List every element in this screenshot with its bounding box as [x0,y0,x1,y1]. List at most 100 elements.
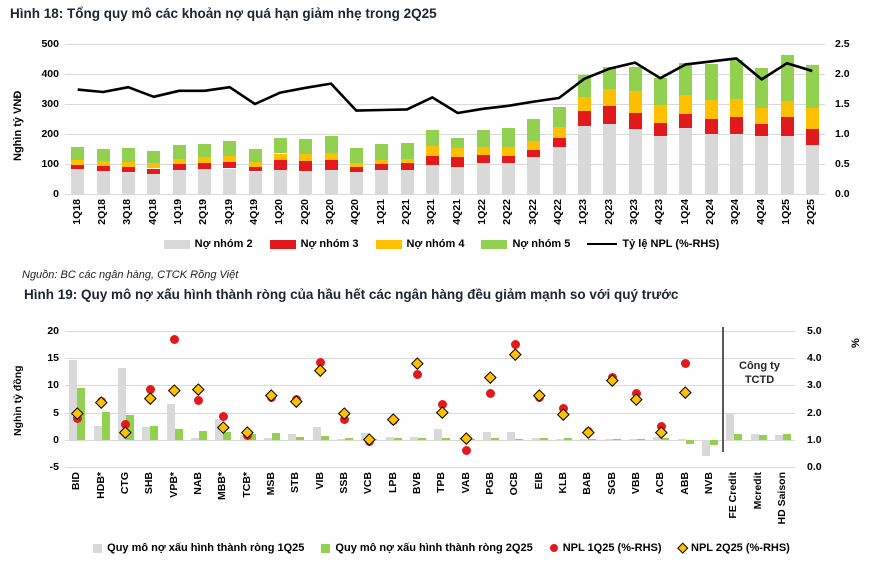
bar-segment [349,148,363,164]
bar-segment [273,170,287,194]
bar-segment [375,143,389,160]
bar-1q25 [653,437,662,440]
bar-1q25 [677,439,686,441]
bar-segment [425,164,439,194]
bar-segment [577,125,591,194]
npl-circle-marker [170,334,179,344]
bar-segment [400,163,414,170]
bar-segment [197,163,211,170]
npl-diamond-marker [679,385,692,398]
bar-1q25 [288,434,297,440]
bar-segment [628,113,642,129]
legend-swatch [481,239,508,249]
bar-segment [603,106,617,125]
x-category-label: 1Q18 [70,199,83,225]
bar-segment [603,124,617,194]
legend-swatch [269,239,296,249]
x-category-label: 1Q19 [172,199,184,225]
bar-2q25 [490,438,499,440]
x-category-label: 4Q23 [653,199,666,225]
x-category-label: BID [70,472,83,491]
bar-1q25 [336,438,345,440]
bar-2q25 [442,437,451,440]
legend-item: Nợ nhóm 2 [163,238,253,250]
npl-circle-marker [145,384,155,394]
bar-segment [780,116,794,136]
bar-2q25 [539,437,548,440]
bar-segment [476,162,490,194]
bar-2q25 [588,438,597,440]
y-axis-tick-label: 500 [41,38,59,50]
x-category-label: BAB [581,472,594,495]
bar-segment [552,147,566,194]
bar-segment [400,158,414,164]
gridline [65,331,795,332]
legend-label: Nợ nhóm 3 [300,238,359,250]
bar-segment [248,148,262,163]
bar-2q25 [393,438,402,440]
x-category-label: KLB [556,472,569,494]
npl-circle-marker [218,412,228,422]
x-category-label: 4Q19 [248,199,260,225]
bar-1q25 [312,427,321,440]
bar-segment [451,167,465,194]
bar-segment [653,123,667,136]
bar-segment [729,99,743,118]
bar-segment [552,106,566,128]
bar-segment [121,166,135,172]
bar-segment [96,165,110,171]
bar-segment [476,129,490,147]
npl-circle-marker [632,388,642,398]
right-axis-tick-label: 0.5 [835,158,850,170]
bar-2q25 [515,438,524,440]
bar-segment [628,128,642,194]
bar-segment [299,138,313,155]
bar-segment [451,157,465,167]
legend-label: Tỷ lệ NPL (%-RHS) [622,238,720,250]
x-category-label: VPB* [167,472,180,498]
npl-circle-marker [462,445,471,455]
legend-item: NPL 2Q25 (%-RHS) [676,542,790,554]
bar-segment [400,170,414,194]
legend-label: Quy mô nợ xấu hình thành ròng 2Q25 [335,542,533,554]
bar-2q25 [758,435,767,440]
bar-1q25 [263,437,272,440]
bar-segment [552,137,566,148]
bar-segment [704,134,718,194]
bar-segment [527,149,541,158]
x-category-label: 4Q18 [146,199,159,225]
y-axis-tick-label: 0 [53,433,59,446]
right-axis-tick-label: 0.0 [807,461,822,473]
bar-1q25 [117,367,126,440]
x-category-label: HDB* [94,472,107,499]
bar-segment [501,127,515,147]
right-axis-tick-label: 2.0 [807,406,822,419]
bar-segment [679,128,693,194]
x-category-label: 2Q22 [501,199,514,225]
bar-1q25 [726,413,735,440]
bar-segment [71,169,85,194]
bar-segment [527,119,541,141]
y-axis-tick-label: 100 [41,158,59,170]
bar-segment [121,161,135,167]
bar-segment [451,148,465,158]
npl-diamond-marker [484,370,497,383]
npl-circle-marker [681,358,690,368]
legend-label: Nợ nhóm 5 [512,238,571,250]
x-category-label: 3Q22 [526,199,539,225]
x-category-label: 2Q19 [197,199,210,225]
bar-segment [223,168,237,194]
y-axis-tick-label: 300 [41,98,59,110]
right-axis-tick-label: 1.5 [835,98,850,110]
right-axis-tick-label: 3.0 [807,379,822,392]
legend-label: Nợ nhóm 2 [194,238,253,250]
bar-segment [755,124,769,136]
fig19-y-axis-title: Nghìn tỷ đồng [12,365,24,437]
bar-segment [729,117,743,134]
bar-segment [147,163,161,169]
bar-segment [729,59,743,100]
npl-circle-marker [121,420,131,430]
bar-segment [96,148,110,161]
tctd-separator [722,327,724,452]
x-category-label: 2Q23 [602,199,615,225]
